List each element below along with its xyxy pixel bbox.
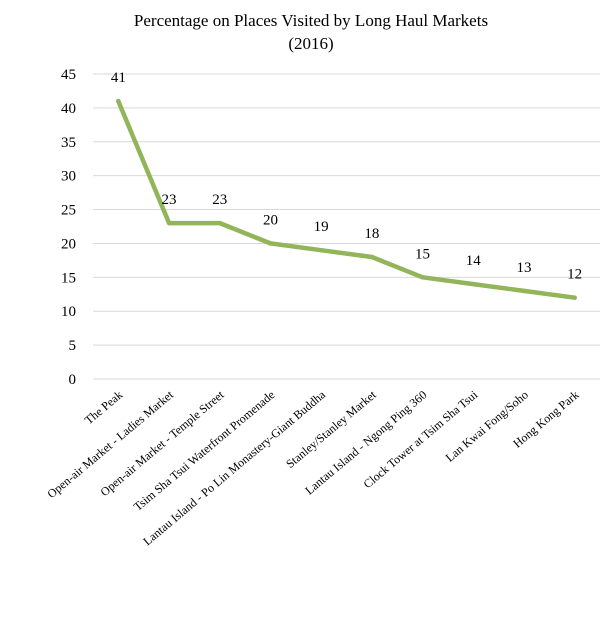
gridlines <box>93 73 600 380</box>
data-point <box>572 295 577 300</box>
data-label: 13 <box>516 260 531 276</box>
data-label: 15 <box>415 246 430 262</box>
x-category-label: The Peak <box>82 388 125 428</box>
data-point <box>318 248 324 253</box>
y-tick-label: 40 <box>61 101 76 117</box>
data-point <box>420 275 425 280</box>
y-tick-label: 5 <box>69 338 77 354</box>
x-category-label: Lantau Island - Po Lin Monastery-Giant B… <box>140 387 328 548</box>
data-label: 23 <box>212 192 227 208</box>
data-point <box>521 288 527 294</box>
data-label: 12 <box>567 267 582 283</box>
data-point <box>268 241 273 246</box>
y-tick-label: 45 <box>61 67 76 83</box>
y-tick-label: 25 <box>61 203 76 219</box>
y-tick-label: 10 <box>61 304 76 320</box>
data-label: 14 <box>466 253 482 269</box>
data-point <box>369 254 375 260</box>
data-labels: 41 23 23 20 19 18 15 14 13 12 <box>111 70 582 283</box>
x-category-label: Stanley/Stanley Market <box>283 387 379 471</box>
data-label: 18 <box>364 226 379 242</box>
data-label: 41 <box>111 70 126 86</box>
y-tick-label: 15 <box>61 270 76 286</box>
chart-title: Percentage on Places Visited by Long Hau… <box>134 11 488 30</box>
data-label: 20 <box>263 212 278 228</box>
chart-subtitle: (2016) <box>288 34 333 53</box>
y-tick-label: 0 <box>69 372 77 388</box>
y-tick-label: 20 <box>61 236 76 252</box>
y-tick-label: 35 <box>61 135 76 151</box>
data-point <box>217 220 222 226</box>
data-point <box>471 281 476 287</box>
series <box>116 98 577 300</box>
y-tick-label: 30 <box>61 169 76 185</box>
series-line <box>116 98 577 300</box>
data-label: 23 <box>162 192 177 208</box>
y-axis-ticks: 0 5 10 15 20 25 30 35 40 45 <box>61 67 76 388</box>
data-label: 19 <box>314 219 329 235</box>
data-point <box>116 98 121 104</box>
data-point <box>166 220 172 226</box>
